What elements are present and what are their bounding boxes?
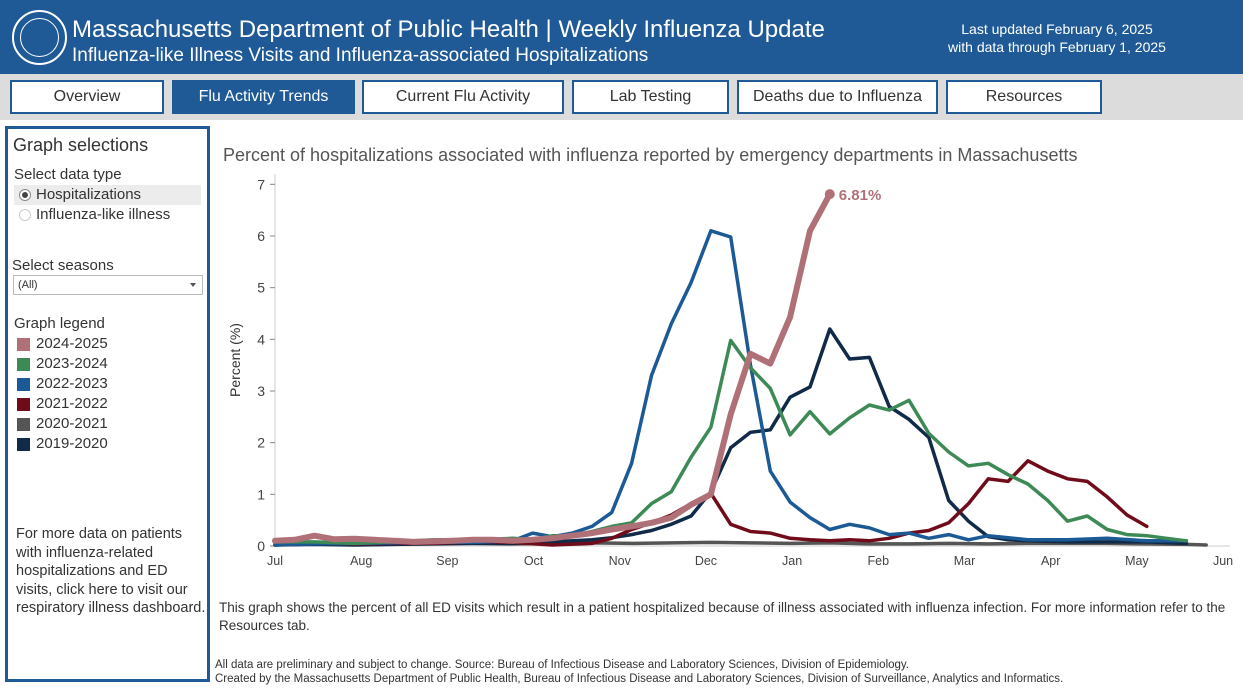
- series-line-2021-2022: [273, 459, 1149, 547]
- flu-hospitalization-chart: 0 1 2 3 4 5 6 7 Jul Aug Sep Oct Nov Dec Jan Feb Mar Apr Ma…: [227, 174, 1233, 568]
- y-tick-label: 4: [257, 331, 265, 347]
- nav-tabs: Overview Flu Activity Trends Current Flu…: [0, 74, 1243, 120]
- y-tick-label: 0: [257, 538, 265, 554]
- legend-label: 2021-2022: [36, 395, 108, 412]
- footer-credit: Created by the Massachusetts Department …: [215, 673, 1064, 685]
- graph-legend-title: Graph legend: [14, 315, 105, 332]
- series-line-2023-2024: [273, 338, 1189, 546]
- page-header: Massachusetts Department of Public Healt…: [0, 0, 1243, 74]
- legend-swatch: [17, 438, 30, 451]
- legend-swatch: [17, 358, 30, 371]
- x-tick-label: Jul: [267, 554, 283, 568]
- tab-overview[interactable]: Overview: [10, 80, 164, 114]
- data-through-date: with data through February 1, 2025: [948, 39, 1166, 55]
- x-tick-label: Oct: [524, 554, 544, 568]
- x-tick-label: Sep: [436, 554, 458, 568]
- series-line-2019-2020: [273, 327, 1189, 547]
- y-tick-label: 2: [257, 435, 265, 451]
- latest-point-marker: [824, 189, 835, 200]
- x-tick-label: Jun: [1213, 554, 1233, 568]
- chart-description: This graph shows the percent of all ED v…: [219, 600, 1226, 633]
- legend-label: 2022-2023: [36, 375, 108, 392]
- x-tick-label: Jan: [782, 554, 802, 568]
- last-updated-info: Last updated February 6, 2025 with data …: [927, 20, 1187, 56]
- legend-swatch: [17, 338, 30, 351]
- legend-label: 2019-2020: [36, 435, 108, 452]
- tab-flu-activity-trends[interactable]: Flu Activity Trends: [172, 80, 355, 114]
- seasons-dropdown[interactable]: (All): [13, 275, 203, 295]
- footer: All data are preliminary and subject to …: [215, 658, 1235, 686]
- last-updated-date: Last updated February 6, 2025: [961, 21, 1153, 37]
- series-line-2022-2023: [273, 229, 1189, 547]
- data-type-label: Select data type: [14, 166, 122, 183]
- tab-lab-testing[interactable]: Lab Testing: [572, 80, 729, 114]
- y-tick-label: 5: [257, 280, 265, 296]
- radio-selected-icon: [19, 189, 31, 201]
- y-tick-label: 1: [257, 486, 265, 502]
- radio-label: Influenza-like illness: [36, 206, 171, 223]
- tab-resources[interactable]: Resources: [946, 80, 1102, 114]
- series-line-2024-2025: [272, 191, 833, 545]
- y-tick-label: 6: [257, 228, 265, 244]
- radio-label: Hospitalizations: [36, 186, 142, 203]
- x-tick-label: Feb: [868, 554, 890, 568]
- x-tick-label: Apr: [1041, 554, 1060, 568]
- latest-value-annotation: 6.81%: [839, 187, 882, 204]
- page-subtitle: Influenza-like Illness Visits and Influe…: [72, 45, 649, 66]
- legend-label: 2024-2025: [36, 335, 108, 352]
- chart-title: Percent of hospitalizations associated w…: [223, 145, 1078, 165]
- legend-label: 2020-2021: [36, 415, 108, 432]
- legend-label: 2023-2024: [36, 355, 108, 372]
- x-tick-label: May: [1125, 554, 1149, 568]
- graph-selections-title: Graph selections: [13, 135, 149, 155]
- footer-source: All data are preliminary and subject to …: [215, 659, 910, 671]
- seasons-dropdown-value: (All): [18, 279, 38, 291]
- legend-swatch: [17, 418, 30, 431]
- radio-influenza-like-illness[interactable]: Influenza-like illness: [14, 205, 201, 225]
- chevron-down-icon: [190, 283, 196, 287]
- x-tick-label: Mar: [954, 554, 976, 568]
- radio-hospitalizations[interactable]: Hospitalizations: [14, 185, 201, 205]
- y-axis-label: Percent (%): [227, 323, 243, 397]
- tab-current-flu-activity[interactable]: Current Flu Activity: [362, 80, 564, 114]
- radio-unselected-icon: [19, 209, 31, 221]
- x-tick-label: Dec: [695, 554, 717, 568]
- x-tick-label: Nov: [609, 554, 632, 568]
- legend-swatch: [17, 398, 30, 411]
- massachusetts-seal-icon: [12, 10, 67, 65]
- tab-deaths-due-to-influenza[interactable]: Deaths due to Influenza: [737, 80, 938, 114]
- page-title: Massachusetts Department of Public Healt…: [72, 16, 825, 43]
- y-tick-label: 7: [257, 176, 265, 192]
- graph-selections-panel: Graph selections Select data type Hospit…: [5, 126, 210, 682]
- respiratory-dashboard-link[interactable]: For more data on patients with influenza…: [16, 526, 206, 616]
- legend-swatch: [17, 378, 30, 391]
- x-tick-label: Aug: [350, 554, 372, 568]
- seasons-label: Select seasons: [12, 257, 114, 274]
- y-tick-label: 3: [257, 383, 265, 399]
